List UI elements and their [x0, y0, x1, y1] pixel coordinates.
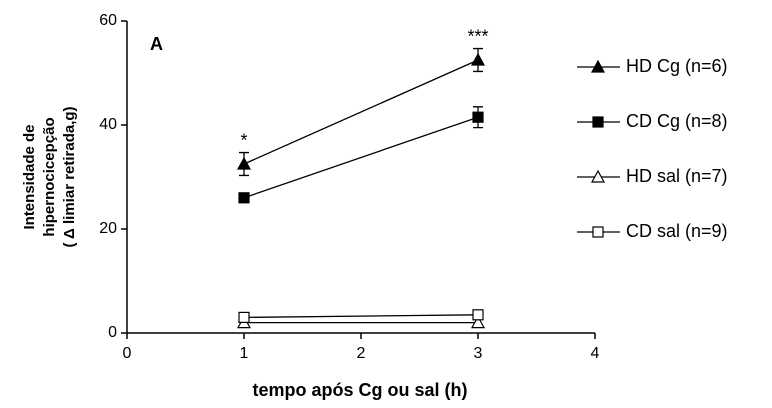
marker — [238, 311, 250, 323]
marker — [236, 156, 252, 170]
marker — [472, 309, 484, 321]
y-axis-label-line: ( Δ limiar retirada,g) — [61, 106, 78, 247]
marker — [470, 315, 486, 329]
x-tick-label: 3 — [474, 345, 483, 362]
y-tick-label: 20 — [99, 220, 117, 237]
legend-marker — [592, 116, 604, 128]
y-tick-label: 60 — [99, 12, 117, 29]
y-axis-label-line: Intensidade de — [21, 124, 38, 229]
series-line — [243, 59, 479, 165]
legend-label: CD Cg (n=8) — [626, 111, 728, 131]
y-tick-label: 0 — [108, 324, 117, 341]
legend-marker — [592, 226, 604, 238]
annotation: *** — [467, 26, 488, 46]
annotation: * — [240, 130, 247, 150]
y-axis-label: Intensidade de hipernocicepção ( Δ limia… — [21, 106, 78, 247]
series-line — [243, 314, 479, 319]
marker — [470, 52, 486, 66]
legend-label: HD Cg (n=6) — [626, 56, 728, 76]
x-axis-label: tempo após Cg ou sal (h) — [252, 380, 467, 400]
y-tick-label: 40 — [99, 116, 117, 133]
x-tick-label: 0 — [123, 345, 132, 362]
x-tick-label: 1 — [240, 345, 249, 362]
x-tick-label: 4 — [591, 345, 600, 362]
legend-label: HD sal (n=7) — [626, 166, 728, 186]
x-tick-label: 2 — [357, 345, 366, 362]
marker — [472, 111, 484, 123]
legend-marker — [590, 59, 606, 73]
series-line — [243, 116, 479, 199]
legend-label: CD sal (n=9) — [626, 221, 728, 241]
marker — [238, 192, 250, 204]
legend-marker — [590, 169, 606, 183]
panel-label: A — [150, 34, 163, 54]
y-axis-label-line: hipernocicepção — [41, 117, 58, 236]
